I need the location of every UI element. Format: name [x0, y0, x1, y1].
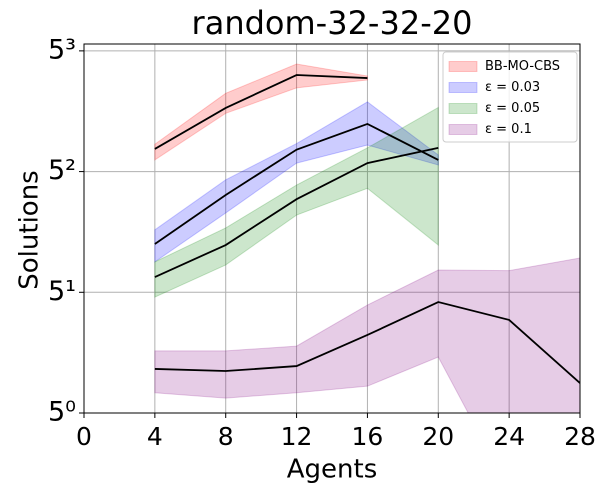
legend-label: ε = 0.05 [485, 101, 540, 116]
legend-label: ε = 0.03 [485, 80, 540, 95]
y-tick-label: 5³ [48, 34, 76, 65]
y-tick-label: 5⁰ [48, 397, 76, 428]
line [154, 146, 439, 278]
legend-swatch [448, 82, 478, 93]
line [154, 301, 580, 384]
x-tick-label: 4 [147, 422, 163, 451]
x-tick-label: 20 [422, 422, 454, 451]
x-tick-label: 16 [352, 422, 384, 451]
x-axis-label: Agents [287, 455, 378, 485]
x-tick-label: 8 [218, 422, 234, 451]
legend-label: ε = 0.1 [485, 122, 532, 137]
legend-swatch [448, 124, 478, 135]
plot-frame [83, 43, 581, 414]
legend-label: BB-MO-CBS [485, 59, 560, 74]
y-axis-label: Solutions [15, 170, 45, 289]
y-tick-label: 5¹ [48, 276, 76, 307]
y-tick-label: 5² [48, 155, 76, 186]
legend-box [442, 51, 578, 143]
x-tick-label: 28 [564, 422, 596, 451]
legend-swatch [448, 61, 478, 72]
band [154, 101, 439, 263]
x-tick-label: 0 [76, 422, 92, 451]
band [154, 63, 368, 161]
band [154, 106, 439, 298]
line [154, 74, 368, 150]
legend-swatch [448, 103, 478, 114]
chart-title: random-32-32-20 [192, 4, 473, 42]
x-tick-label: 12 [281, 422, 313, 451]
x-tick-label: 24 [493, 422, 525, 451]
line [154, 122, 439, 245]
